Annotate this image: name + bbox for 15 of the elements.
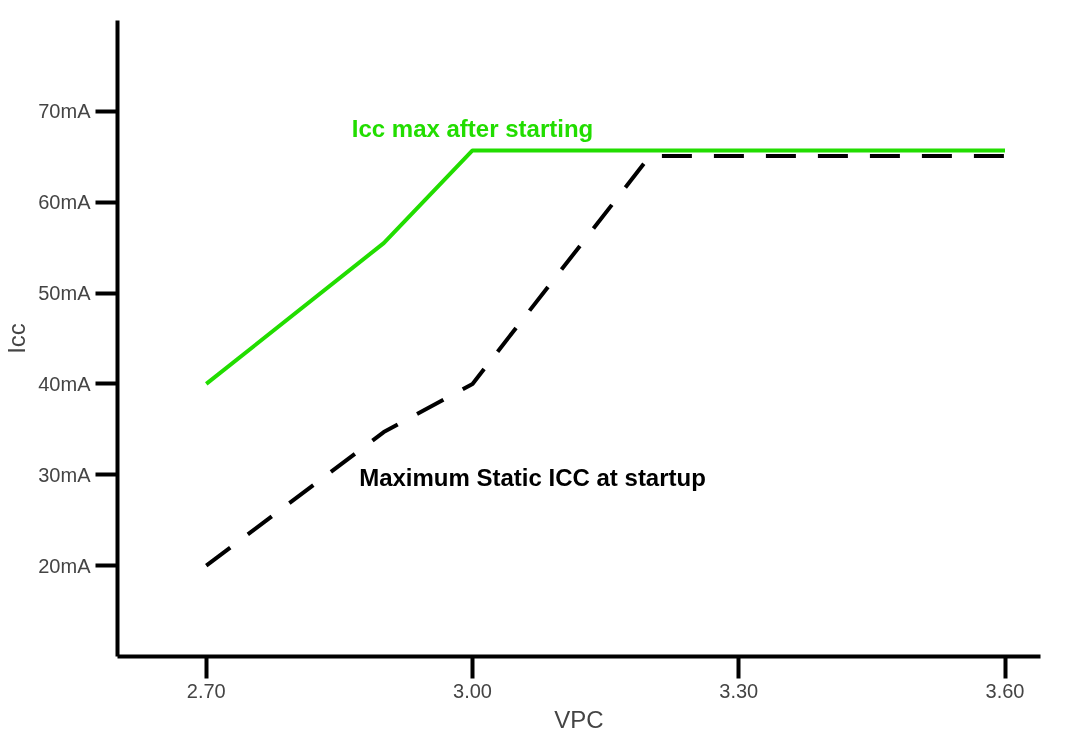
series-label: Maximum Static ICC at startup: [359, 463, 706, 491]
y-tick-label: 70mA: [38, 100, 92, 123]
y-tick-label: 30mA: [38, 463, 92, 486]
x-tick-label: 3.00: [453, 679, 492, 702]
y-tick-label: 20mA: [38, 554, 92, 577]
y-tick-label: 60mA: [38, 191, 92, 214]
y-tick-label: 40mA: [38, 372, 92, 395]
x-tick-label: 3.30: [719, 679, 759, 702]
y-axis-title: Icc: [3, 323, 31, 354]
series-label: Icc max after starting: [351, 115, 594, 143]
y-tick-label: 50mA: [38, 282, 92, 305]
x-tick-label: 2.70: [186, 679, 226, 702]
x-tick-label: 3.60: [985, 679, 1025, 702]
x-axis-title: VPC: [554, 705, 604, 733]
line-series: [204, 153, 1007, 568]
